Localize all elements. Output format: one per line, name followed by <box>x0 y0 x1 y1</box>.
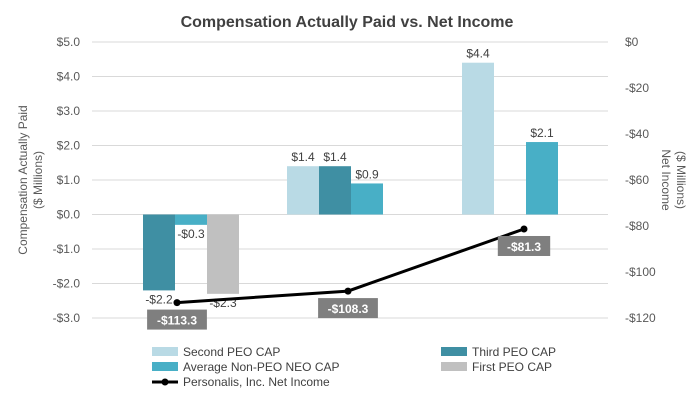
chart-title: Compensation Actually Paid vs. Net Incom… <box>181 14 514 31</box>
right-tick-label: -$80 <box>625 219 649 233</box>
line-point <box>520 225 528 233</box>
left-tick-label: -$3.0 <box>53 311 81 325</box>
right-tick-label: -$20 <box>625 81 649 95</box>
right-tick-label: -$40 <box>625 127 649 141</box>
left-axis-label: Compensation Actually Paid <box>16 105 30 254</box>
bar-data-label: -$2.2 <box>145 292 173 306</box>
bar-data-label: -$0.3 <box>177 227 205 241</box>
line-series: -$113.3 -$108.3 -$81.3 <box>147 225 551 330</box>
legend-label: Second PEO CAP <box>183 345 280 359</box>
bar-series: -$2.2-$0.3-$2.3$1.4 $1.4$0.9$4.4$2.1 <box>143 47 558 310</box>
legend-label: Third PEO CAP <box>472 345 556 359</box>
line-data-label: -$81.3 <box>507 240 541 254</box>
left-axis-label-units: ($ Millions) <box>31 151 45 209</box>
left-tick-label: -$1.0 <box>53 242 81 256</box>
right-axis-label: Net Income <box>659 149 673 211</box>
line-data-label: -$113.3 <box>157 314 197 328</box>
left-tick-label: $5.0 <box>57 35 81 49</box>
legend-swatch <box>441 347 467 356</box>
bar-data-label: $0.9 <box>355 167 379 181</box>
line-data-label: -$108.3 <box>328 302 369 316</box>
bar <box>462 62 494 215</box>
legend-label: Average Non-PEO NEO CAP <box>183 360 340 374</box>
left-tick-label: $4.0 <box>57 70 81 84</box>
line-label-box <box>147 309 207 330</box>
line-point <box>344 287 352 295</box>
right-axis: $0 -$20 -$40 -$60 -$80 -$100 -$120 <box>625 35 656 325</box>
bar <box>526 142 558 215</box>
line-point <box>173 299 181 307</box>
bar-data-label: $2.1 <box>530 126 554 140</box>
right-tick-label: -$120 <box>625 311 656 325</box>
bar <box>287 166 319 215</box>
right-tick-label: $0 <box>625 35 639 49</box>
legend-swatch <box>152 362 178 371</box>
bar <box>319 166 351 215</box>
right-tick-label: -$100 <box>625 265 656 279</box>
left-tick-label: $2.0 <box>57 139 81 153</box>
legend-marker <box>161 378 169 386</box>
bar-data-label: $1.4 <box>323 150 347 164</box>
bar <box>143 214 175 291</box>
left-tick-label: $1.0 <box>57 173 81 187</box>
legend-label: Personalis, Inc. Net Income <box>183 375 330 389</box>
bar-data-label: $1.4 <box>291 150 315 164</box>
bar-data-label: $4.4 <box>466 47 490 61</box>
bar <box>175 214 207 225</box>
left-tick-label: $3.0 <box>57 104 81 118</box>
legend-swatch <box>152 347 178 356</box>
left-axis: $5.0 $4.0 $3.0 $2.0 $1.0 $0.0 -$1.0 -$2.0 -$3.0 <box>53 35 81 325</box>
left-tick-label: $0.0 <box>57 208 81 222</box>
left-tick-label: -$2.0 <box>53 277 81 291</box>
legend-label: First PEO CAP <box>472 360 552 374</box>
line-label-box <box>318 298 378 319</box>
right-axis-label-units: ($ Millions) <box>674 151 688 209</box>
legend: Second PEO CAP Third PEO CAP Average Non-P… <box>152 345 556 389</box>
legend-swatch <box>441 362 467 371</box>
right-tick-label: -$60 <box>625 173 649 187</box>
bar <box>351 183 383 215</box>
bar <box>207 214 239 294</box>
line-label-box <box>497 235 551 256</box>
